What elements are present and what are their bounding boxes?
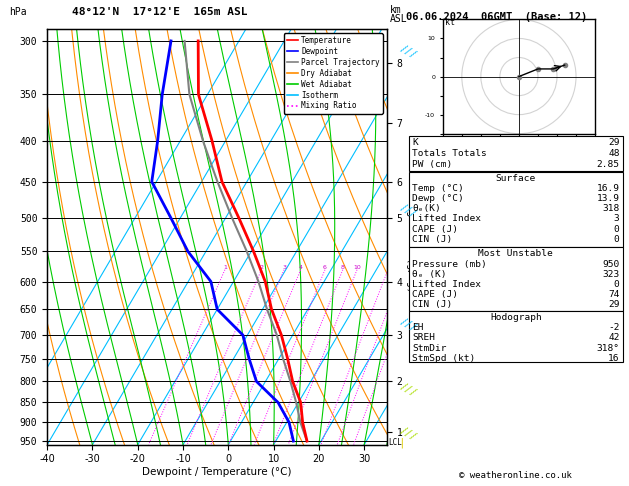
Text: SREH: SREH	[412, 333, 435, 343]
Text: 0: 0	[614, 225, 620, 234]
Text: 29: 29	[608, 138, 620, 147]
Text: 06.06.2024  06GMT  (Base: 12): 06.06.2024 06GMT (Base: 12)	[406, 12, 587, 22]
Text: θₑ (K): θₑ (K)	[412, 270, 447, 279]
Text: ASL: ASL	[390, 14, 408, 24]
Text: StmSpd (kt): StmSpd (kt)	[412, 354, 476, 363]
Text: Lifted Index: Lifted Index	[412, 214, 481, 224]
Text: CIN (J): CIN (J)	[412, 300, 452, 310]
Text: CIN (J): CIN (J)	[412, 235, 452, 244]
Text: 29: 29	[608, 300, 620, 310]
Text: ///: ///	[398, 425, 418, 442]
Text: ///: ///	[398, 316, 418, 334]
Text: Hodograph: Hodograph	[490, 313, 542, 322]
Text: © weatheronline.co.uk: © weatheronline.co.uk	[459, 471, 572, 480]
Text: 16.9: 16.9	[596, 184, 620, 193]
Text: 10: 10	[353, 265, 361, 270]
Text: 3: 3	[282, 265, 286, 270]
Text: K: K	[412, 138, 418, 147]
Text: Temp (°C): Temp (°C)	[412, 184, 464, 193]
Text: 950: 950	[603, 260, 620, 269]
Text: hPa: hPa	[9, 7, 27, 17]
Text: 13.9: 13.9	[596, 194, 620, 203]
Text: EH: EH	[412, 323, 423, 332]
Text: 318°: 318°	[596, 344, 620, 353]
Text: CAPE (J): CAPE (J)	[412, 290, 458, 299]
Text: 0: 0	[614, 235, 620, 244]
Text: Totals Totals: Totals Totals	[412, 149, 487, 158]
Text: StmDir: StmDir	[412, 344, 447, 353]
Text: LCL: LCL	[388, 438, 402, 448]
Text: 4: 4	[299, 265, 303, 270]
Text: ///: ///	[398, 381, 418, 399]
Text: -2: -2	[608, 323, 620, 332]
Text: Most Unstable: Most Unstable	[479, 249, 553, 259]
Text: 2: 2	[259, 265, 264, 270]
Text: Dewp (°C): Dewp (°C)	[412, 194, 464, 203]
Text: kt: kt	[445, 18, 455, 27]
Text: Surface: Surface	[496, 174, 536, 183]
Text: 3: 3	[614, 214, 620, 224]
Text: 42: 42	[608, 333, 620, 343]
Text: PW (cm): PW (cm)	[412, 160, 452, 169]
Y-axis label: Mixing Ratio (g/kg): Mixing Ratio (g/kg)	[406, 181, 416, 293]
Text: θₑ(K): θₑ(K)	[412, 204, 441, 213]
Text: 74: 74	[608, 290, 620, 299]
Text: |: |	[398, 437, 405, 448]
X-axis label: Dewpoint / Temperature (°C): Dewpoint / Temperature (°C)	[142, 467, 292, 477]
Text: Pressure (mb): Pressure (mb)	[412, 260, 487, 269]
Text: 323: 323	[603, 270, 620, 279]
Text: 48°12'N  17°12'E  165m ASL: 48°12'N 17°12'E 165m ASL	[72, 7, 248, 17]
Text: 8: 8	[341, 265, 345, 270]
Legend: Temperature, Dewpoint, Parcel Trajectory, Dry Adiabat, Wet Adiabat, Isotherm, Mi: Temperature, Dewpoint, Parcel Trajectory…	[284, 33, 383, 114]
Text: Lifted Index: Lifted Index	[412, 280, 481, 289]
Text: ///: ///	[398, 203, 418, 220]
Text: 2.85: 2.85	[596, 160, 620, 169]
Text: 48: 48	[608, 149, 620, 158]
Text: km: km	[390, 4, 402, 15]
Text: 16: 16	[608, 354, 620, 363]
Text: 0: 0	[614, 280, 620, 289]
Text: 318: 318	[603, 204, 620, 213]
Text: CAPE (J): CAPE (J)	[412, 225, 458, 234]
Text: 6: 6	[323, 265, 327, 270]
Text: 1: 1	[223, 265, 227, 270]
Text: ///: ///	[398, 44, 418, 61]
